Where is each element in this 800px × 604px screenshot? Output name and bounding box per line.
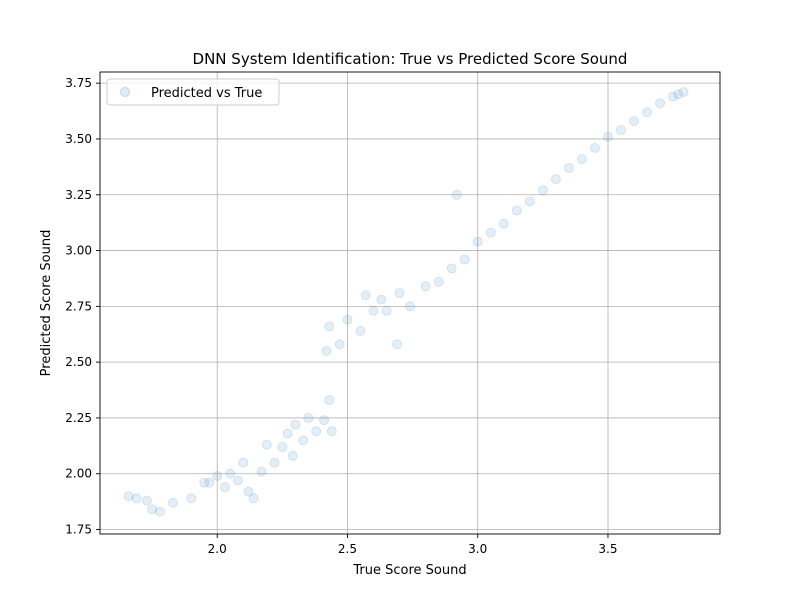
x-tick-label: 2.0 [208,542,227,556]
data-point [243,486,254,497]
data-point [360,290,371,301]
y-tick-label: 2.25 [65,411,92,425]
data-point [167,497,178,508]
data-point [287,450,298,461]
data-point [538,185,548,196]
data-point [212,471,223,481]
data-point [154,506,165,517]
data-point [673,89,684,100]
x-tick-label: 2.5 [338,542,357,556]
data-point [225,468,236,479]
data-point [319,415,329,426]
data-point [311,426,322,437]
plot-frame [99,71,721,535]
data-point [147,504,158,515]
data-point [498,218,509,229]
data-points [123,87,689,517]
data-point [642,107,652,118]
data-point [655,98,665,109]
data-point [233,475,244,486]
y-axis-label: Predicted Score Sound [39,230,54,377]
y-tick-label: 3.50 [65,132,92,146]
data-point [564,163,574,173]
data-point [186,493,197,504]
data-point [298,435,309,446]
data-point [282,428,293,439]
data-point [392,339,402,350]
data-point [376,294,387,305]
data-point [433,276,444,287]
data-point [248,493,259,504]
data-point [199,477,210,488]
data-point [394,288,405,298]
y-tick-label: 2.75 [65,299,92,313]
legend-label: Predicted vs True [151,86,262,101]
data-point [238,457,249,468]
y-axis-ticks: 1.75 2.00 2.25 2.50 2.75 3.00 3.25 3.50 3.75 [65,76,100,537]
x-tick-label: 3.0 [468,542,487,556]
data-point [256,466,267,477]
data-point [590,142,600,153]
data-point [303,412,314,423]
data-point [472,236,483,247]
data-point [269,457,280,468]
data-point [678,87,689,97]
data-point [616,125,626,135]
data-point [485,227,496,238]
y-tick-label: 2.50 [65,355,92,369]
data-point [524,196,535,207]
data-point [342,314,353,325]
y-tick-label: 1.75 [65,523,92,537]
x-axis-ticks: 2.0 2.5 3.0 3.5 [208,534,618,556]
data-point [123,491,134,502]
data-point [277,442,288,452]
x-axis-label: True Score Sound [352,563,466,578]
data-point [629,116,639,126]
legend-marker [120,87,130,97]
chart-title: DNN System Identification: True vs Predi… [193,50,628,68]
data-point [551,174,561,185]
data-point [446,263,457,274]
data-point [381,305,392,316]
data-point [334,339,345,350]
y-tick-label: 3.75 [65,76,92,90]
y-tick-label: 3.00 [65,244,92,258]
data-point [324,395,335,406]
x-tick-label: 3.5 [598,542,617,556]
data-point [326,426,337,437]
legend-box [106,78,280,106]
data-point [355,325,366,336]
data-point [459,254,470,265]
data-point [368,305,379,316]
data-point [220,482,230,493]
data-point [324,321,335,332]
legend: Predicted vs True [106,78,280,106]
data-point [141,495,152,506]
data-point [131,493,142,504]
data-point [420,281,431,292]
data-point [603,131,613,142]
data-point [321,346,332,356]
data-point [204,477,215,488]
data-point [668,91,678,102]
grid [100,72,720,534]
data-point [577,154,587,164]
data-point [451,189,462,200]
data-point [290,419,301,430]
data-point [261,439,272,450]
y-tick-label: 3.25 [65,188,92,202]
data-point [511,205,522,216]
y-tick-label: 2.00 [65,467,92,481]
data-point [405,301,415,312]
